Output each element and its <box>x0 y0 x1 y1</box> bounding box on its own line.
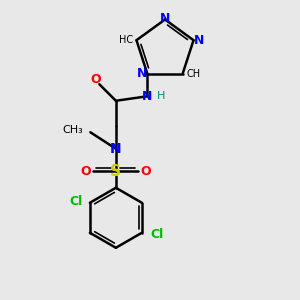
Text: CH: CH <box>186 69 200 79</box>
Text: Cl: Cl <box>150 228 164 241</box>
Text: H: H <box>157 91 165 101</box>
Text: O: O <box>91 73 101 86</box>
Text: N: N <box>142 90 153 103</box>
Text: N: N <box>160 11 170 25</box>
Text: O: O <box>81 165 91 178</box>
Text: N: N <box>110 142 122 156</box>
Text: Cl: Cl <box>70 195 83 208</box>
Text: N: N <box>194 34 204 47</box>
Text: O: O <box>141 165 151 178</box>
Text: S: S <box>110 164 122 179</box>
Text: HC: HC <box>119 35 133 45</box>
Text: N: N <box>137 67 147 80</box>
Text: CH₃: CH₃ <box>62 125 83 135</box>
